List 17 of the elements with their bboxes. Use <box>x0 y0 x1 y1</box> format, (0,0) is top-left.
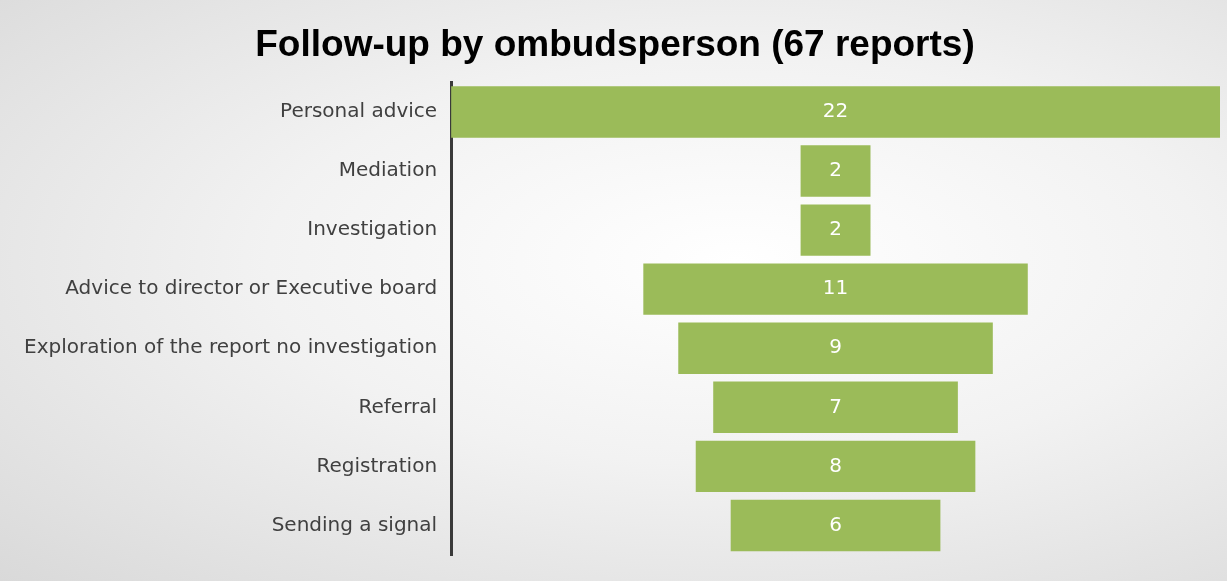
data-label: 22 <box>822 98 849 123</box>
data-label: 6 <box>829 511 842 536</box>
text: Follow-up by ombudsperson (67 reports) <box>255 23 975 65</box>
category-label: Sending a signal <box>271 511 438 536</box>
category-label: Advice to director or Executive board <box>65 275 438 300</box>
data-label: 2 <box>829 157 842 182</box>
category-label: Investigation <box>307 216 438 241</box>
data-label: 8 <box>829 452 842 477</box>
data-label: 2 <box>829 216 842 241</box>
category-label: Referral <box>358 393 438 418</box>
data-label: 7 <box>829 393 842 418</box>
category-label: Personal advice <box>280 98 438 123</box>
category-label: Registration <box>316 452 438 477</box>
data-label: 11 <box>822 275 849 300</box>
data-label: 9 <box>829 334 842 359</box>
category-label: Mediation <box>338 157 438 182</box>
category-label: Exploration of the report no investigation <box>23 334 438 359</box>
